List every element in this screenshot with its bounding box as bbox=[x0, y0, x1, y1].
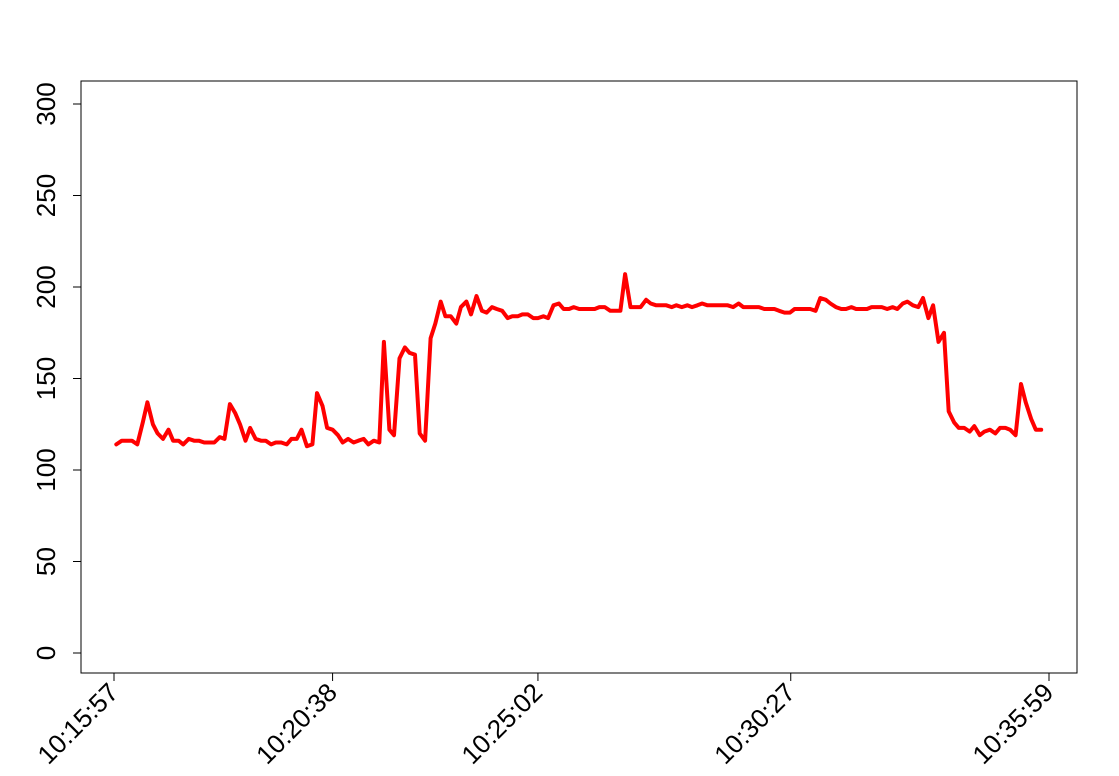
y-tick-label: 150 bbox=[31, 357, 61, 400]
x-axis: 10:15:57 10:20:38 10:25:02 10:30:27 10:35:59 bbox=[31, 673, 1059, 770]
y-tick-label: 300 bbox=[31, 82, 61, 125]
y-axis: 0 50 100 150 200 250 300 bbox=[31, 82, 81, 660]
x-tick-label: 10:15:57 bbox=[31, 677, 124, 770]
y-tick-label: 250 bbox=[31, 174, 61, 217]
y-tick-label: 200 bbox=[31, 265, 61, 308]
series-line-0 bbox=[114, 272, 1044, 449]
plot-frame bbox=[80, 80, 1078, 674]
x-tick-label: 10:35:59 bbox=[966, 677, 1059, 770]
x-tick-label: 10:20:38 bbox=[250, 677, 343, 770]
y-tick-label: 100 bbox=[31, 448, 61, 491]
x-tick-label: 10:25:02 bbox=[455, 677, 548, 770]
series-layer bbox=[114, 272, 1044, 449]
y-tick-label: 50 bbox=[31, 547, 61, 576]
x-tick-label: 10:30:27 bbox=[708, 677, 801, 770]
y-tick-label: 0 bbox=[31, 646, 61, 660]
